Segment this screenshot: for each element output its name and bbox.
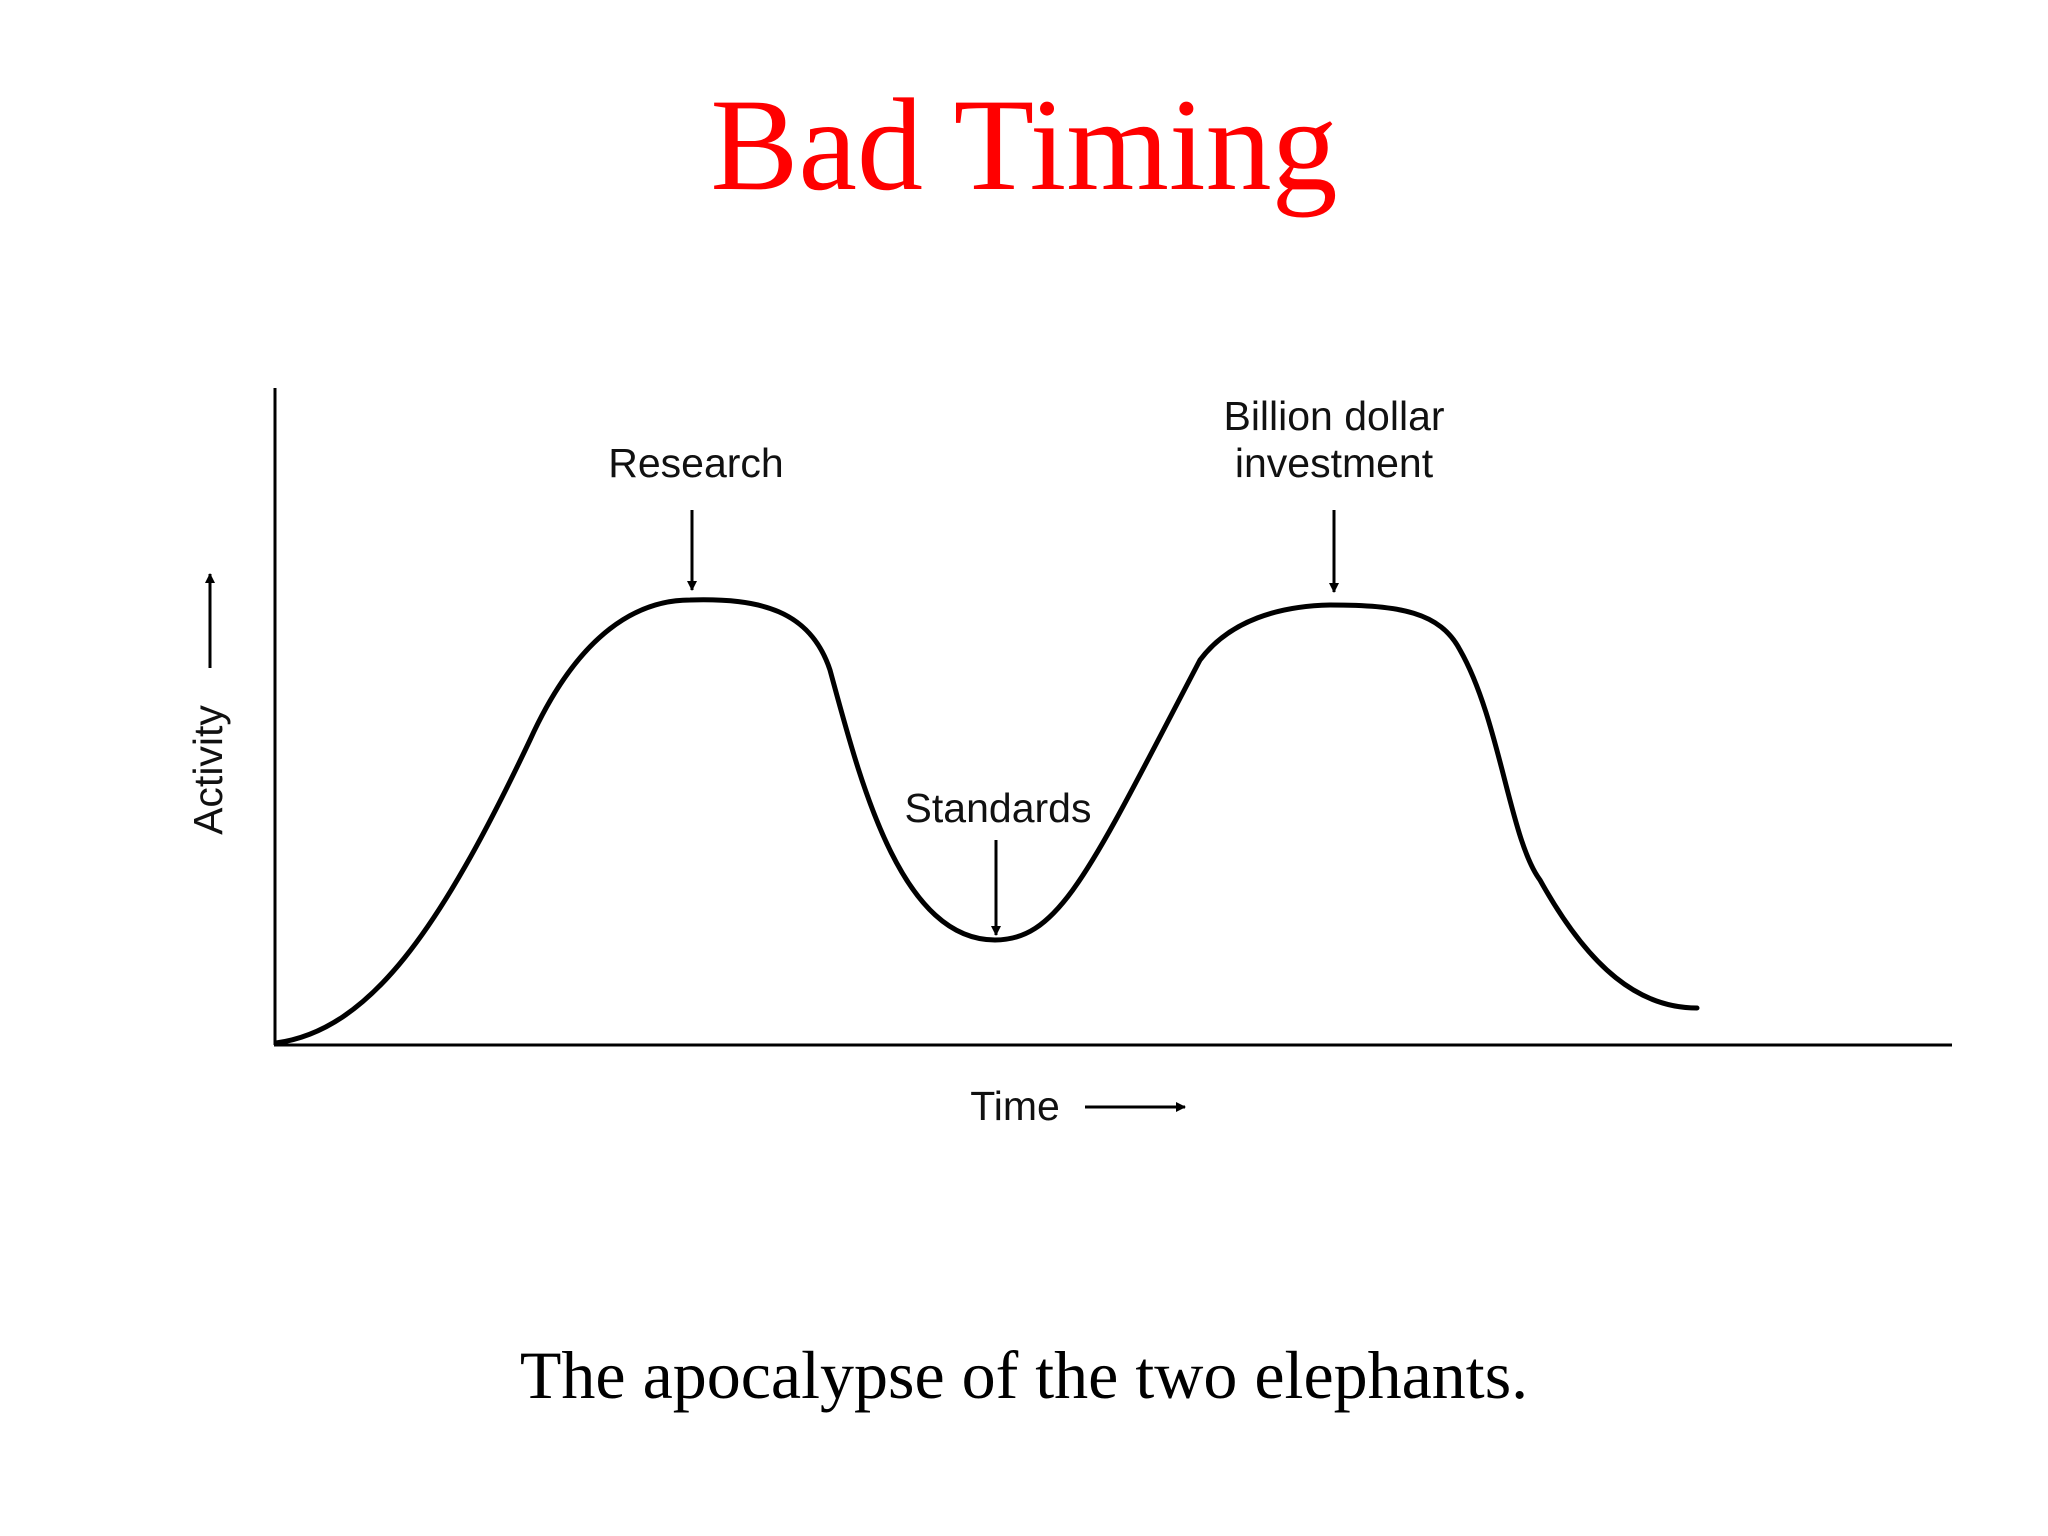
y-axis-label: Activity bbox=[185, 705, 231, 835]
activity-curve bbox=[273, 597, 1700, 1046]
x-axis-label: Time bbox=[970, 1083, 1060, 1129]
research-label: Research bbox=[608, 440, 783, 486]
y-axis-label-group: Activity bbox=[185, 705, 231, 835]
billion-label-line2: investment bbox=[1235, 440, 1434, 486]
slide-caption: The apocalypse of the two elephants. bbox=[519, 1337, 1529, 1413]
billion-label-line1: Billion dollar bbox=[1223, 393, 1444, 439]
slide-title: Bad Timing bbox=[710, 71, 1338, 218]
standards-label: Standards bbox=[905, 785, 1092, 831]
